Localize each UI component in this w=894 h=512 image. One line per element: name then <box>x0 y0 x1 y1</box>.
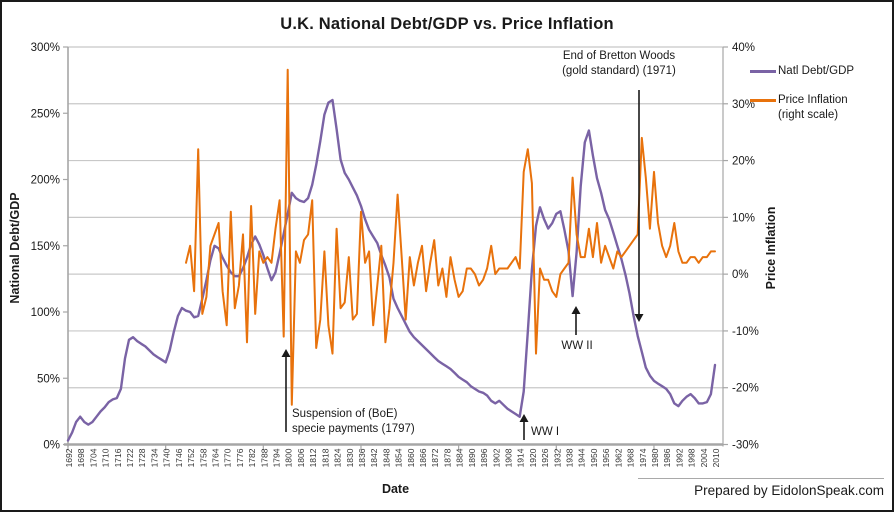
svg-text:1692: 1692 <box>64 448 74 467</box>
svg-text:1788: 1788 <box>259 448 269 467</box>
svg-text:1872: 1872 <box>430 448 440 467</box>
svg-text:1944: 1944 <box>577 448 587 467</box>
annotation-ww1: WW I <box>531 426 560 438</box>
svg-text:1848: 1848 <box>381 448 391 467</box>
svg-text:1710: 1710 <box>101 448 111 467</box>
svg-text:1806: 1806 <box>296 448 306 467</box>
legend-label-debt: Natl Debt/GDP <box>778 65 855 77</box>
svg-text:1764: 1764 <box>210 448 220 467</box>
inflation-line-swatch <box>750 99 776 102</box>
debt-line-swatch <box>750 70 776 73</box>
svg-text:1902: 1902 <box>491 448 501 467</box>
svg-text:40%: 40% <box>732 42 755 54</box>
svg-text:1920: 1920 <box>528 448 538 467</box>
svg-text:1878: 1878 <box>442 448 452 467</box>
svg-text:10%: 10% <box>732 212 755 224</box>
svg-text:1980: 1980 <box>650 448 660 467</box>
svg-text:0%: 0% <box>43 440 60 452</box>
svg-text:1974: 1974 <box>638 448 648 467</box>
svg-text:1812: 1812 <box>308 448 318 467</box>
svg-text:1914: 1914 <box>516 448 526 467</box>
svg-text:-10%: -10% <box>732 326 759 338</box>
legend-label-inflation: Price Inflation (right scale) <box>778 94 848 121</box>
left-axis-title: National Debt/GDP <box>8 192 22 304</box>
svg-text:1740: 1740 <box>162 448 172 467</box>
svg-text:1956: 1956 <box>601 448 611 467</box>
svg-text:1776: 1776 <box>235 448 245 467</box>
svg-text:1932: 1932 <box>552 448 562 467</box>
x-axis-title: Date <box>381 482 410 496</box>
annotation-ww2: WW II <box>561 340 593 352</box>
legend: Natl Debt/GDP Price Inflation (right sca… <box>750 64 854 137</box>
svg-text:1770: 1770 <box>223 448 233 467</box>
svg-text:1908: 1908 <box>503 448 513 467</box>
svg-text:30%: 30% <box>732 99 755 111</box>
svg-text:250%: 250% <box>31 108 60 120</box>
svg-text:-30%: -30% <box>732 440 759 452</box>
svg-text:1722: 1722 <box>125 448 135 467</box>
svg-text:1782: 1782 <box>247 448 257 467</box>
annotation-bretton-woods: End of Bretton Woods (gold standard) (19… <box>562 50 676 77</box>
svg-text:150%: 150% <box>31 241 60 253</box>
svg-text:50%: 50% <box>37 373 60 385</box>
svg-text:20%: 20% <box>732 156 755 168</box>
svg-text:2004: 2004 <box>699 448 709 467</box>
svg-text:1968: 1968 <box>626 448 636 467</box>
svg-text:100%: 100% <box>31 307 60 319</box>
svg-text:1884: 1884 <box>455 448 465 467</box>
svg-text:2010: 2010 <box>711 448 721 467</box>
svg-text:-20%: -20% <box>732 383 759 395</box>
svg-text:1818: 1818 <box>320 448 330 467</box>
svg-text:1824: 1824 <box>333 448 343 467</box>
svg-text:1830: 1830 <box>345 448 355 467</box>
svg-text:1800: 1800 <box>284 448 294 467</box>
svg-text:1998: 1998 <box>687 448 697 467</box>
svg-text:1758: 1758 <box>198 448 208 467</box>
legend-item-inflation: Price Inflation (right scale) <box>750 93 854 123</box>
annotation-specie-suspension: Suspension of (BoE) specie payments (179… <box>292 408 415 435</box>
svg-text:1842: 1842 <box>369 448 379 467</box>
svg-text:1866: 1866 <box>418 448 428 467</box>
svg-text:1896: 1896 <box>479 448 489 467</box>
svg-text:1836: 1836 <box>357 448 367 467</box>
svg-text:1746: 1746 <box>174 448 184 467</box>
svg-text:1860: 1860 <box>406 448 416 467</box>
svg-text:1938: 1938 <box>565 448 575 467</box>
svg-text:1926: 1926 <box>540 448 550 467</box>
footer-credit: Prepared by EidolonSpeak.com <box>638 478 884 498</box>
svg-text:0%: 0% <box>732 269 749 281</box>
svg-text:1962: 1962 <box>613 448 623 467</box>
svg-text:1794: 1794 <box>272 448 282 467</box>
svg-text:1698: 1698 <box>76 448 86 467</box>
svg-text:1716: 1716 <box>113 448 123 467</box>
svg-text:200%: 200% <box>31 175 60 187</box>
chart-title: U.K. National Debt/GDP vs. Price Inflati… <box>280 15 614 33</box>
svg-text:300%: 300% <box>31 42 60 54</box>
svg-text:1890: 1890 <box>467 448 477 467</box>
svg-text:1854: 1854 <box>394 448 404 467</box>
svg-text:1734: 1734 <box>149 448 159 467</box>
svg-text:1704: 1704 <box>88 448 98 467</box>
svg-text:1986: 1986 <box>662 448 672 467</box>
svg-text:1728: 1728 <box>137 448 147 467</box>
svg-text:1950: 1950 <box>589 448 599 467</box>
legend-item-debt: Natl Debt/GDP <box>750 64 854 79</box>
svg-text:1992: 1992 <box>674 448 684 467</box>
svg-text:1752: 1752 <box>186 448 196 467</box>
